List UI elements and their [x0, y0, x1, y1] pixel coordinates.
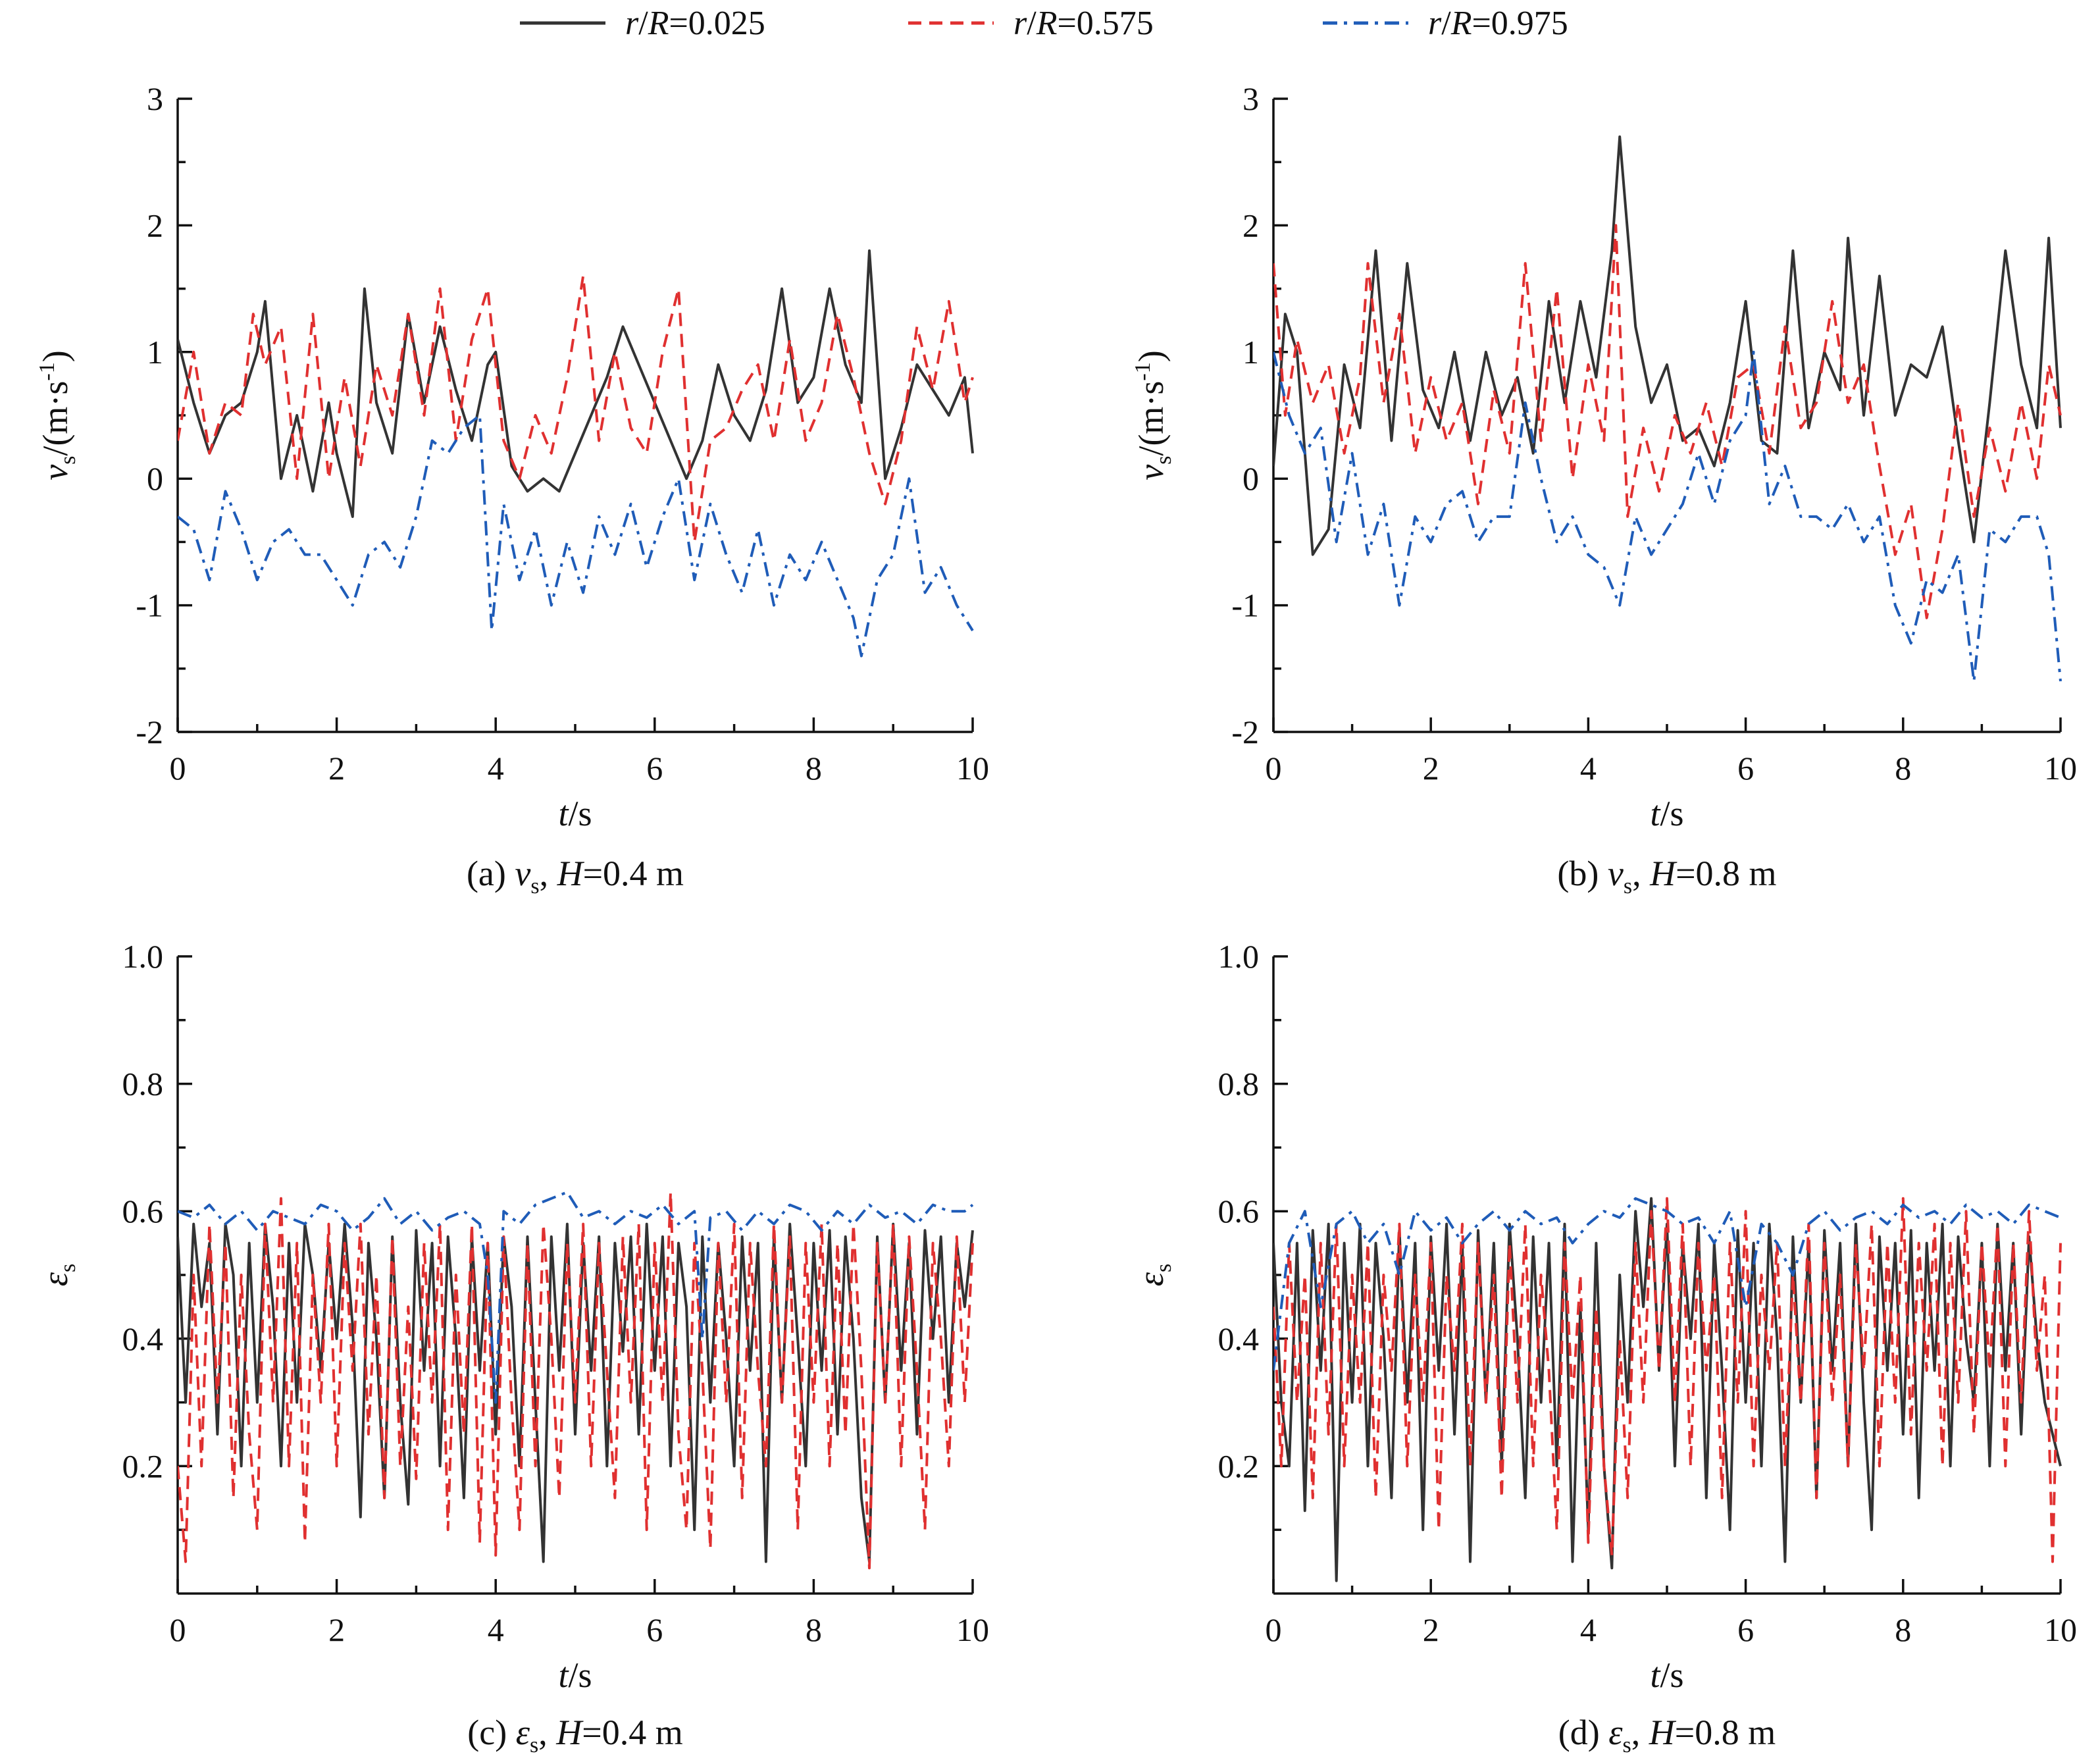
x-tick-label: 8: [1895, 750, 1911, 787]
chart-panel: 0 2 4 6 8 10 -2 -1 0 1 2 3 t/s vs/(m·s-1) (b) vs, H=0.…: [1131, 80, 2077, 898]
y-tick-label: -1: [136, 587, 163, 624]
chart-panel: 0 2 4 6 8 10 -2 -1 0 1 2 3 t/s vs/(m·s-1) (a) vs, H=0.…: [35, 80, 989, 898]
series-line: [1273, 224, 2062, 619]
series-group: [1273, 1197, 2062, 1582]
x-tick-label: 6: [646, 750, 663, 787]
y-tick-label: 3: [1242, 80, 1259, 117]
panel-caption: (d) εs, H=0.8 m: [1558, 1713, 1776, 1757]
panel-caption: (b) vs, H=0.8 m: [1557, 854, 1776, 898]
x-tick-label: 10: [956, 750, 989, 787]
series-line: [178, 1191, 974, 1404]
series-group: [178, 1191, 974, 1570]
series-line: [1273, 350, 2062, 683]
chart-panel: 0 2 4 6 8 10 0.2 0.4 0.6 0.8 1.0 t/s εs (d) εs, H=0.8…: [1131, 938, 2077, 1757]
y-tick-label: 0: [1242, 460, 1259, 497]
x-tick-label: 6: [1737, 1611, 1754, 1648]
y-axis-title: vs/(m·s-1): [35, 350, 80, 480]
x-tick-label: 4: [488, 750, 504, 787]
x-tick-label: 0: [170, 750, 186, 787]
x-tick-label: 2: [328, 750, 345, 787]
y-tick-label: 0.8: [1218, 1066, 1260, 1102]
x-tick-label: 0: [170, 1611, 186, 1648]
series-line: [178, 1222, 974, 1563]
y-tick-label: 0.6: [122, 1193, 164, 1230]
y-tick-label: 2: [147, 207, 163, 244]
panel-caption: (a) vs, H=0.4 m: [467, 854, 684, 898]
series-line: [1273, 135, 2062, 556]
x-tick-label: 0: [1266, 1611, 1282, 1648]
series-line: [178, 249, 974, 518]
x-tick-label: 2: [1423, 1611, 1439, 1648]
y-tick-label: 2: [1242, 207, 1259, 244]
x-tick-label: 8: [806, 750, 822, 787]
series-line: [178, 274, 974, 544]
series-group: [1273, 135, 2062, 683]
y-tick-label: 1: [147, 334, 163, 371]
y-axis-title: εs: [36, 1264, 80, 1287]
y-tick-label: 1.0: [122, 938, 164, 975]
x-tick-label: 8: [806, 1611, 822, 1648]
series-group: [178, 249, 974, 658]
x-tick-label: 8: [1895, 1611, 1911, 1648]
y-tick-label: 0.8: [122, 1066, 164, 1102]
series-line: [1273, 1197, 2061, 1371]
y-tick-label: 0.4: [122, 1320, 164, 1357]
legend: r/R=0.025 r/R=0.575 r/R=0.975: [520, 5, 1568, 42]
x-tick-label: 0: [1266, 750, 1282, 787]
x-axis-title: t/s: [1650, 1655, 1683, 1695]
y-tick-label: -2: [1231, 713, 1259, 750]
legend-item: r/R=0.025: [520, 5, 765, 42]
x-tick-label: 4: [1580, 1611, 1597, 1648]
y-tick-label: 1: [1242, 334, 1259, 371]
series-line: [178, 414, 974, 658]
legend-item: r/R=0.575: [908, 5, 1154, 42]
y-axis-title: εs: [1131, 1264, 1176, 1287]
legend-label: r/R=0.975: [1428, 5, 1568, 42]
x-tick-label: 2: [1423, 750, 1439, 787]
y-tick-label: 0.2: [122, 1447, 164, 1484]
x-tick-label: 2: [328, 1611, 345, 1648]
y-tick-label: -2: [136, 713, 163, 750]
series-line: [1273, 1197, 2062, 1563]
legend-item: r/R=0.975: [1323, 5, 1568, 42]
legend-label: r/R=0.575: [1013, 5, 1154, 42]
x-tick-label: 10: [956, 1611, 989, 1648]
y-tick-label: 0: [147, 460, 163, 497]
x-axis-title: t/s: [1650, 794, 1683, 833]
y-tick-label: 1.0: [1218, 938, 1260, 975]
x-axis-title: t/s: [558, 794, 592, 833]
y-tick-label: -1: [1231, 587, 1259, 624]
y-tick-label: 3: [147, 80, 163, 117]
chart-panel: 0 2 4 6 8 10 0.2 0.4 0.6 0.8 1.0 t/s εs (c) εs, H=0.4…: [36, 938, 989, 1757]
panel-caption: (c) εs, H=0.4 m: [467, 1713, 682, 1757]
x-tick-label: 4: [1580, 750, 1597, 787]
x-axis-title: t/s: [558, 1655, 592, 1695]
x-tick-label: 6: [1737, 750, 1754, 787]
x-tick-label: 4: [488, 1611, 504, 1648]
series-line: [178, 1191, 974, 1570]
y-tick-label: 0.6: [1218, 1193, 1260, 1230]
legend-label: r/R=0.025: [625, 5, 765, 42]
x-tick-label: 6: [646, 1611, 663, 1648]
y-tick-label: 0.4: [1218, 1320, 1260, 1357]
y-axis-title: vs/(m·s-1): [1131, 350, 1176, 480]
x-tick-label: 10: [2044, 750, 2077, 787]
y-tick-label: 0.2: [1218, 1447, 1260, 1484]
x-tick-label: 10: [2044, 1611, 2077, 1648]
